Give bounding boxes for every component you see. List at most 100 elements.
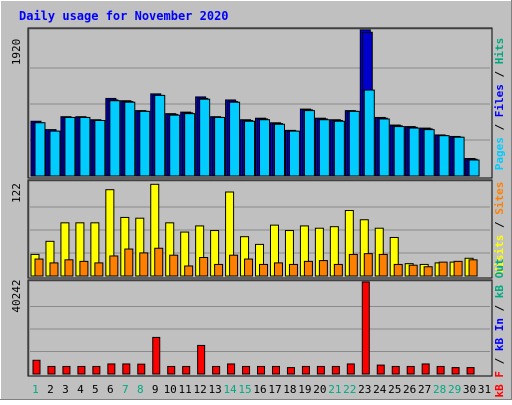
x-label-day-7: 7 [122, 383, 129, 396]
bar-pages-day-22 [348, 110, 360, 177]
x-label-day-16: 16 [253, 383, 266, 396]
chart-title: Daily usage for November 2020 [19, 9, 229, 23]
x-label-day-21: 21 [328, 383, 341, 396]
bar-sites-day-17 [273, 262, 283, 277]
bar-pages-day-19 [303, 110, 315, 177]
bar-pages-day-12 [199, 98, 211, 177]
legend-entry: / [493, 221, 506, 235]
x-label-day-14: 14 [223, 383, 237, 396]
legend-entry: Visits [493, 235, 506, 275]
bar-sites-day-27 [423, 266, 433, 277]
x-label-day-3: 3 [62, 383, 69, 396]
bars [30, 29, 480, 375]
bar-sites-day-15 [244, 258, 254, 277]
x-label-day-15: 15 [238, 383, 251, 396]
bar-sites-day-8 [139, 252, 149, 277]
bar-sites-day-6 [109, 255, 119, 277]
legend-entry: Sites [493, 182, 506, 222]
legend-entry: / [493, 124, 506, 138]
bar-sites-day-19 [303, 260, 313, 277]
bar-kbf-day-20 [316, 365, 325, 375]
bar-kbf-day-10 [167, 365, 176, 375]
bar-pages-day-2 [49, 130, 61, 177]
bar-kbf-day-15 [242, 365, 251, 375]
x-label-day-24: 24 [373, 383, 387, 396]
x-label-day-28: 28 [433, 383, 446, 396]
bar-sites-day-4 [79, 260, 89, 277]
bar-sites-day-16 [259, 263, 269, 277]
bar-pages-day-7 [124, 101, 136, 177]
x-label-day-30: 30 [463, 383, 476, 396]
bar-sites-day-24 [378, 253, 388, 277]
bar-kbf-day-1 [32, 359, 41, 375]
bar-sites-day-7 [124, 248, 134, 277]
bar-sites-day-14 [229, 254, 239, 277]
bar-sites-day-2 [49, 262, 59, 277]
x-label-day-31: 31 [478, 383, 491, 396]
top-ymax-label: 1920 [10, 39, 23, 66]
bar-pages-day-28 [438, 135, 450, 177]
bar-kbf-day-4 [77, 365, 86, 375]
bar-pages-day-20 [318, 119, 330, 177]
bar-pages-day-1 [34, 122, 46, 177]
bar-pages-day-4 [79, 116, 91, 177]
x-label-day-23: 23 [358, 383, 371, 396]
bar-pages-day-15 [244, 120, 256, 177]
x-label-day-10: 10 [164, 383, 177, 396]
panels [27, 27, 493, 377]
bar-sites-day-29 [453, 260, 463, 277]
legend-entry: kB Out [493, 258, 506, 304]
bar-sites-day-28 [438, 261, 448, 277]
bar-kbf-day-7 [122, 363, 131, 375]
x-label-day-22: 22 [343, 383, 356, 396]
bar-kbf-day-22 [346, 363, 355, 375]
bar-pages-day-5 [94, 119, 106, 177]
x-label-day-1: 1 [32, 383, 39, 396]
legend-entry: Pages [493, 137, 506, 170]
bar-sites-day-18 [288, 263, 298, 277]
bar-kbf-day-19 [301, 365, 310, 375]
x-label-day-5: 5 [92, 383, 99, 396]
bar-sites-day-1 [34, 258, 44, 277]
panel-2-background [27, 279, 493, 377]
bottom-ymax-label: 40242 [10, 279, 23, 312]
middle-ymax-label: 122 [10, 183, 23, 203]
bar-sites-day-3 [64, 259, 74, 277]
bar-kbf-day-11 [182, 365, 191, 375]
x-label-day-13: 13 [208, 383, 221, 396]
bar-kbf-day-2 [47, 365, 56, 375]
bar-sites-day-10 [169, 254, 179, 277]
bar-kbf-day-28 [436, 365, 445, 375]
bar-kbf-day-16 [257, 365, 266, 375]
bar-pages-day-21 [333, 120, 345, 177]
legend-entry: / [493, 304, 506, 318]
x-label-day-18: 18 [283, 383, 296, 396]
x-label-day-9: 9 [152, 383, 159, 396]
x-label-day-11: 11 [179, 383, 192, 396]
legend-entry: kB In [493, 318, 506, 358]
bar-kbf-day-17 [271, 365, 280, 375]
x-label-day-19: 19 [298, 383, 311, 396]
bar-sites-day-9 [154, 247, 164, 277]
bar-pages-day-11 [184, 113, 196, 177]
bar-pages-day-10 [169, 114, 181, 177]
bar-kbf-day-13 [212, 365, 221, 375]
bar-kbf-day-3 [62, 365, 71, 375]
bar-sites-day-11 [184, 265, 194, 277]
bar-pages-day-16 [259, 119, 271, 177]
bar-pages-day-8 [139, 110, 151, 177]
legend-entry: Hits [493, 38, 506, 71]
x-label-day-8: 8 [137, 383, 144, 396]
bar-sites-day-21 [333, 263, 343, 277]
x-label-day-4: 4 [77, 383, 84, 396]
bar-pages-day-6 [109, 100, 121, 177]
bar-kbf-day-9 [152, 336, 161, 375]
x-label-day-2: 2 [47, 383, 54, 396]
bar-sites-day-20 [318, 260, 328, 277]
bar-sites-day-26 [408, 264, 418, 277]
x-label-day-27: 27 [418, 383, 431, 396]
x-label-day-12: 12 [194, 383, 207, 396]
bar-kbf-day-5 [92, 365, 101, 375]
bar-sites-day-30 [468, 259, 478, 277]
